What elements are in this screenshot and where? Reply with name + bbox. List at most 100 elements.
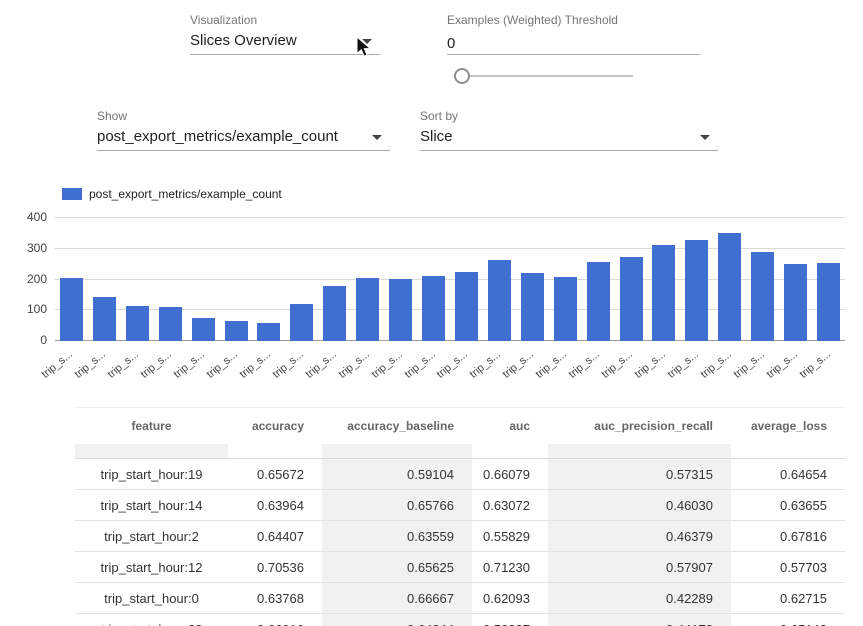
visualization-select[interactable]: Slices Overview — [190, 29, 380, 55]
slices-overview-page: Visualization Slices Overview Examples (… — [0, 0, 863, 626]
metric-cell: 0.57703 — [731, 552, 845, 583]
bar — [718, 233, 741, 341]
bar — [93, 297, 116, 341]
table-header-row: featureaccuracyaccuracy_baselineaucauc_p… — [75, 408, 845, 445]
filter-cell — [731, 444, 845, 459]
bar — [290, 304, 313, 341]
bar — [554, 277, 577, 341]
metric-cell: 0.64844 — [322, 614, 472, 626]
metric-cell: 0.70536 — [228, 552, 322, 583]
bar — [225, 321, 248, 341]
threshold-slider-track[interactable] — [455, 75, 633, 77]
metric-cell: 0.57315 — [548, 459, 731, 490]
bar — [817, 263, 840, 341]
table-row: trip_start_hour:230.660160.648440.583370… — [75, 614, 845, 626]
metric-cell: 0.65142 — [731, 614, 845, 626]
legend-label: post_export_metrics/example_count — [89, 187, 282, 201]
metric-cell: 0.66016 — [228, 614, 322, 626]
bar — [685, 240, 708, 341]
threshold-field — [447, 29, 700, 55]
filter-cell — [548, 444, 731, 459]
metric-cell: 0.62715 — [731, 583, 845, 614]
metric-cell: 0.66667 — [322, 583, 472, 614]
bar — [587, 262, 610, 341]
metric-cell: 0.46379 — [548, 521, 731, 552]
feature-cell: trip_start_hour:19 — [75, 459, 228, 490]
metric-cell: 0.64654 — [731, 459, 845, 490]
table-row: trip_start_hour:00.637680.666670.620930.… — [75, 583, 845, 614]
metric-cell: 0.71230 — [472, 552, 548, 583]
metric-cell: 0.65766 — [322, 490, 472, 521]
visualization-value: Slices Overview — [190, 32, 297, 49]
x-tick-label: trip_s... — [771, 348, 832, 402]
y-tick-label: 0 — [7, 333, 47, 347]
legend-color-swatch — [62, 188, 82, 200]
metric-cell: 0.63559 — [322, 521, 472, 552]
feature-cell: trip_start_hour:12 — [75, 552, 228, 583]
gridline — [55, 217, 845, 218]
table-row: trip_start_hour:120.705360.656250.712300… — [75, 552, 845, 583]
sort-by-value: Slice — [420, 128, 453, 145]
threshold-slider-thumb[interactable] — [454, 68, 470, 84]
filter-cell — [472, 444, 548, 459]
metric-cell: 0.65672 — [228, 459, 322, 490]
bar — [389, 279, 412, 341]
metric-cell: 0.63072 — [472, 490, 548, 521]
metric-cell: 0.63655 — [731, 490, 845, 521]
metric-cell: 0.67816 — [731, 521, 845, 552]
visualization-label: Visualization — [190, 13, 257, 27]
bar — [455, 272, 478, 341]
metric-cell: 0.65625 — [322, 552, 472, 583]
filter-cell — [322, 444, 472, 459]
table-row: trip_start_hour:190.656720.591040.660790… — [75, 459, 845, 490]
sort-by-select[interactable]: Slice — [420, 125, 718, 151]
metric-cell: 0.42289 — [548, 583, 731, 614]
chevron-down-icon — [372, 135, 382, 140]
metric-cell: 0.66079 — [472, 459, 548, 490]
metrics-table: featureaccuracyaccuracy_baselineaucauc_p… — [75, 407, 845, 626]
bar — [751, 252, 774, 341]
bar — [620, 257, 643, 341]
mouse-cursor — [355, 36, 373, 60]
chart-legend: post_export_metrics/example_count — [62, 187, 282, 201]
bar — [257, 323, 280, 341]
column-header-auc_precision_recall[interactable]: auc_precision_recall — [548, 408, 731, 445]
bar — [521, 273, 544, 341]
show-metric-value: post_export_metrics/example_count — [97, 128, 338, 145]
metric-cell: 0.46030 — [548, 490, 731, 521]
feature-cell: trip_start_hour:14 — [75, 490, 228, 521]
bar — [126, 306, 149, 341]
threshold-input[interactable] — [447, 29, 700, 54]
y-tick-label: 300 — [7, 241, 47, 255]
feature-cell: trip_start_hour:0 — [75, 583, 228, 614]
column-header-feature[interactable]: feature — [75, 408, 228, 445]
y-tick-label: 200 — [7, 272, 47, 286]
metric-cell: 0.63768 — [228, 583, 322, 614]
metric-cell: 0.59104 — [322, 459, 472, 490]
chevron-down-icon — [700, 135, 710, 140]
metric-cell: 0.63964 — [228, 490, 322, 521]
threshold-label: Examples (Weighted) Threshold — [447, 13, 618, 27]
column-header-accuracy[interactable]: accuracy — [228, 408, 322, 445]
bar — [60, 278, 83, 341]
metric-cell: 0.57907 — [548, 552, 731, 583]
feature-cell: trip_start_hour:2 — [75, 521, 228, 552]
column-header-accuracy_baseline[interactable]: accuracy_baseline — [322, 408, 472, 445]
table-row: trip_start_hour:20.644070.635590.558290.… — [75, 521, 845, 552]
metric-cell: 0.44173 — [548, 614, 731, 626]
column-header-auc[interactable]: auc — [472, 408, 548, 445]
table-row: trip_start_hour:140.639640.657660.630720… — [75, 490, 845, 521]
metric-cell: 0.58337 — [472, 614, 548, 626]
bar — [784, 264, 807, 341]
metric-cell: 0.55829 — [472, 521, 548, 552]
metric-cell: 0.64407 — [228, 521, 322, 552]
show-metric-select[interactable]: post_export_metrics/example_count — [97, 125, 390, 151]
y-tick-label: 100 — [7, 302, 47, 316]
metric-cell: 0.62093 — [472, 583, 548, 614]
sort-by-label: Sort by — [420, 109, 458, 123]
column-header-average_loss[interactable]: average_loss — [731, 408, 845, 445]
bar — [356, 278, 379, 341]
plot-area: trip_s...trip_s...trip_s...trip_s...trip… — [55, 218, 845, 341]
bar — [159, 307, 182, 341]
bar — [652, 245, 675, 341]
